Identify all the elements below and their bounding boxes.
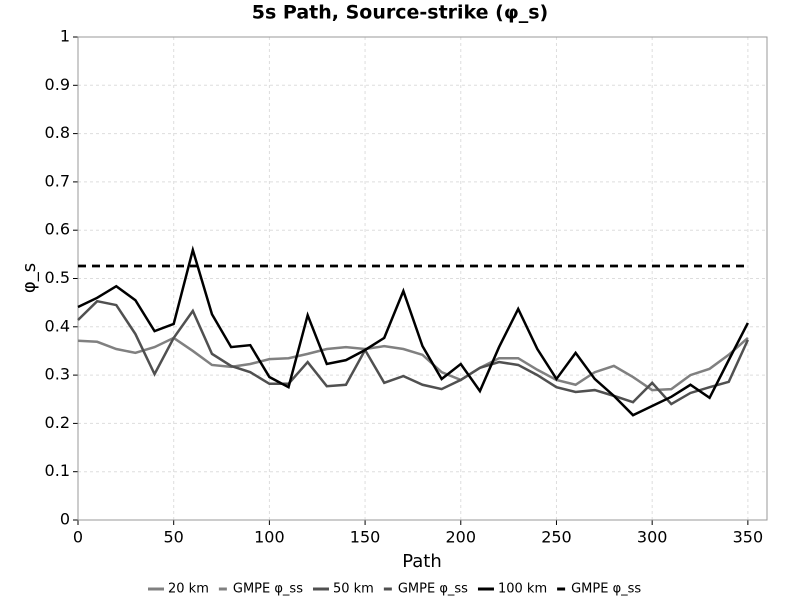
y-tick-label: 0.4 [45,316,70,335]
y-tick-label: 0.5 [45,268,70,287]
x-tick-label: 200 [446,528,477,547]
x-tick-label: 100 [254,528,285,547]
legend-label: 20 km [168,582,209,597]
legend-label: 50 km [333,582,374,597]
series-line [77,336,749,392]
x-tick-label: 350 [733,528,764,547]
plot-frame [77,36,768,521]
y-tick-label: 1 [60,27,70,46]
y-tick-label: 0.8 [45,123,70,142]
legend-label: GMPE φ_ss [398,582,468,597]
x-tick-label: 300 [637,528,668,547]
legend-label: GMPE φ_ss [233,582,303,597]
y-tick-label: 0.7 [45,171,70,190]
x-tick-label: 0 [73,528,83,547]
y-axis-label: φ_s [19,263,40,293]
series-line [77,245,749,417]
chart-title: 5s Path, Source-strike (φ_s) [252,2,548,24]
y-tick-label: 0.2 [45,413,70,432]
legend-label: 100 km [498,582,547,597]
x-axis-label: Path [402,551,442,572]
y-tick-label: 0.9 [45,75,70,94]
series-line [77,299,749,406]
legend-label: GMPE φ_ss [571,582,641,597]
x-tick-label: 50 [164,528,184,547]
y-tick-label: 0.6 [45,220,70,239]
x-tick-label: 250 [541,528,572,547]
y-tick-label: 0.3 [45,365,70,384]
y-tick-label: 0.1 [45,461,70,480]
x-tick-label: 150 [350,528,381,547]
y-tick-label: 0 [60,510,70,529]
